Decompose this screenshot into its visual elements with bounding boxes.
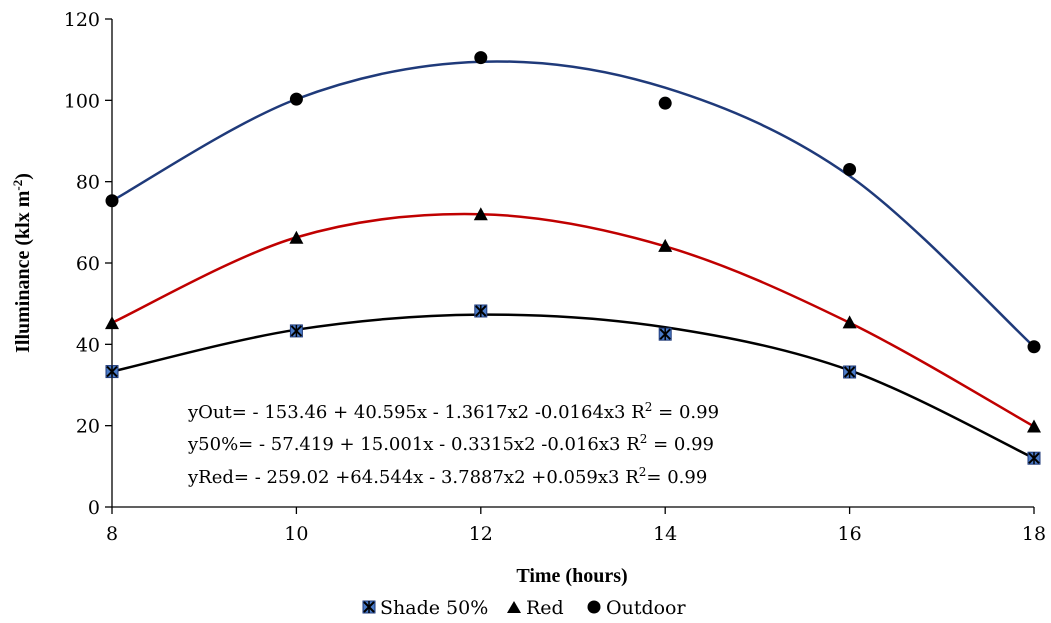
equation-red-main: yRed= - 259.02 +64.544x - 3.7887x2 +0.05… <box>187 467 639 488</box>
legend-item-red: Red <box>507 597 564 619</box>
legend-swatch-red <box>507 601 521 613</box>
legend-label-shade: Shade 50% <box>380 597 488 619</box>
shade-point <box>474 304 488 318</box>
y-tick-label: 0 <box>88 497 100 519</box>
equation-outdoor: yOut= - 153.46 + 40.595x - 1.3617x2 -0.0… <box>187 400 719 423</box>
red-point <box>473 207 488 221</box>
shade-point <box>658 327 672 341</box>
legend-swatch-shade <box>362 600 376 614</box>
outdoor-point <box>658 96 672 110</box>
y-tick-label: 40 <box>76 334 100 356</box>
y-axis-title-superscript: -2 <box>10 180 25 191</box>
shade-point <box>105 365 119 379</box>
x-tick-label: 8 <box>106 523 118 545</box>
x-tick-label: 18 <box>1022 523 1046 545</box>
y-tick-label: 20 <box>76 416 100 438</box>
y-tick-label: 60 <box>76 253 100 275</box>
red-point <box>658 238 673 252</box>
equation-outdoor-tail: = 0.99 <box>652 402 719 423</box>
equation-shade: y50%= - 57.419 + 15.001x - 0.3315x2 -0.0… <box>187 432 714 455</box>
y-tick-label: 100 <box>64 90 100 112</box>
x-axis-title: Time (hours) <box>516 565 627 587</box>
axes: 0 20 40 60 80 100 120 8 10 12 14 16 18 <box>64 9 1046 545</box>
red-point <box>1027 419 1041 433</box>
outdoor-point <box>289 92 303 106</box>
fit-curves <box>111 60 1035 460</box>
x-tick-label: 16 <box>838 523 862 545</box>
equation-shade-sup: 2 <box>640 432 648 446</box>
red-point <box>842 315 857 329</box>
equation-red-sup: 2 <box>639 465 647 479</box>
legend-swatch-outdoor <box>587 600 601 614</box>
equation-outdoor-main: yOut= - 153.46 + 40.595x - 1.3617x2 -0.0… <box>187 402 645 423</box>
y-axis-title-main: Illuminance (klx m <box>12 190 34 353</box>
fit-curve-outdoor <box>111 60 1035 348</box>
y-tick-label: 80 <box>76 172 100 194</box>
fit-curve-red <box>111 212 1035 428</box>
legend-item-outdoor: Outdoor <box>587 597 686 619</box>
x-tick-label: 12 <box>469 523 493 545</box>
x-tick-label: 10 <box>284 523 308 545</box>
y-axis-title: Illuminance (klx m-2) <box>10 173 34 353</box>
red-point <box>289 230 304 244</box>
outdoor-point <box>474 51 488 65</box>
equation-outdoor-sup: 2 <box>645 400 653 414</box>
shade-point <box>289 324 303 338</box>
y-tick-label: 120 <box>64 9 100 31</box>
data-markers <box>105 51 1041 465</box>
red-point <box>105 316 119 330</box>
legend-label-outdoor: Outdoor <box>606 597 686 619</box>
regression-equations: yOut= - 153.46 + 40.595x - 1.3617x2 -0.0… <box>187 400 719 488</box>
shade-point <box>843 365 857 379</box>
legend-label-red: Red <box>526 597 564 619</box>
shade-point <box>1027 451 1041 465</box>
equation-shade-tail: = 0.99 <box>647 434 714 455</box>
outdoor-point <box>1027 340 1041 354</box>
outdoor-point <box>843 162 857 176</box>
fit-curve-shade <box>111 313 1035 460</box>
legend: Shade 50% Red Outdoor <box>362 597 686 619</box>
equation-red-tail: = 0.99 <box>646 467 707 488</box>
equation-red: yRed= - 259.02 +64.544x - 3.7887x2 +0.05… <box>187 465 707 488</box>
legend-item-shade: Shade 50% <box>362 597 488 619</box>
y-axis-title-end: ) <box>12 173 34 180</box>
outdoor-point <box>105 194 119 208</box>
x-tick-label: 14 <box>653 523 677 545</box>
equation-shade-main: y50%= - 57.419 + 15.001x - 0.3315x2 -0.0… <box>187 434 640 455</box>
